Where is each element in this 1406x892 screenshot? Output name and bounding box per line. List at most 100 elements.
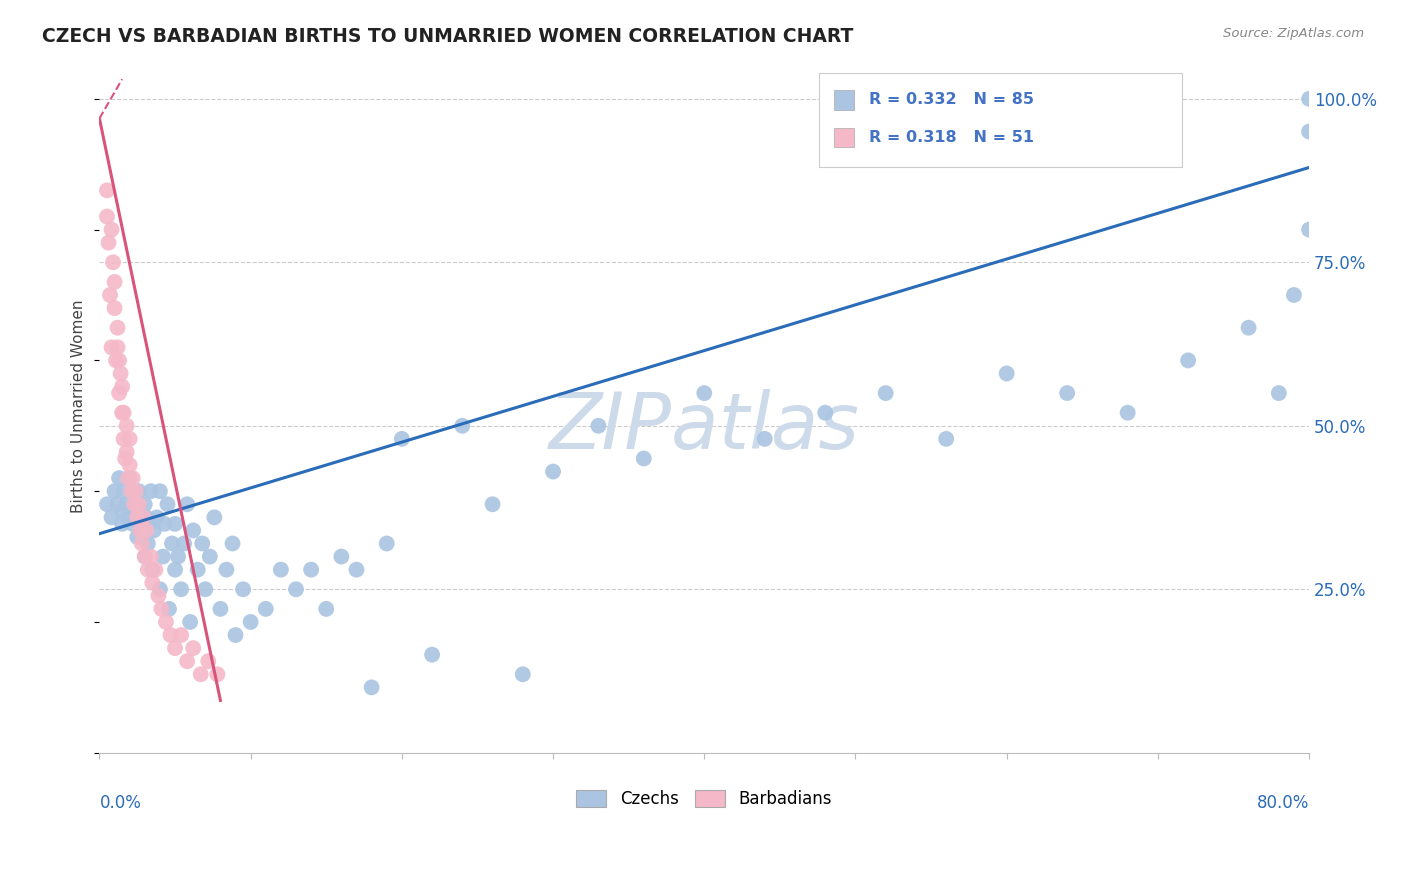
Point (194, 582, 217, 597)
Point (225, 628, 247, 642)
Point (149, 484, 172, 499)
Point (103, 301, 125, 315)
Point (134, 549, 156, 564)
Text: R = 0.318   N = 51: R = 0.318 N = 51 (869, 129, 1033, 145)
Point (875, 386, 897, 401)
Point (202, 510, 225, 524)
Point (1237, 320, 1260, 334)
Point (221, 536, 243, 550)
Point (108, 386, 131, 401)
Point (1116, 406, 1139, 420)
Point (111, 516, 134, 531)
Point (100, 510, 122, 524)
Point (127, 497, 149, 511)
Point (209, 602, 232, 616)
Point (239, 615, 262, 629)
Point (121, 516, 143, 531)
Point (181, 641, 204, 656)
Point (134, 497, 156, 511)
Point (128, 484, 150, 499)
Point (122, 497, 145, 511)
Point (112, 484, 135, 499)
Point (117, 510, 139, 524)
Point (141, 575, 163, 590)
FancyBboxPatch shape (820, 73, 1182, 167)
Point (122, 504, 145, 518)
Point (167, 549, 190, 564)
Point (142, 524, 165, 538)
Point (1298, 124, 1320, 138)
Point (152, 549, 174, 564)
Point (153, 516, 176, 531)
Point (100, 340, 122, 354)
Point (96, 183, 118, 197)
Point (118, 432, 141, 446)
Point (97, 235, 120, 250)
Point (118, 458, 141, 472)
Point (112, 432, 135, 446)
Point (346, 563, 368, 577)
Point (693, 386, 716, 401)
Point (299, 563, 322, 577)
Point (270, 563, 292, 577)
Point (315, 602, 337, 616)
Point (132, 510, 155, 524)
Point (115, 418, 138, 433)
Point (163, 563, 186, 577)
Point (121, 471, 143, 485)
Point (215, 563, 238, 577)
Point (160, 536, 183, 550)
Point (120, 484, 142, 499)
Point (134, 549, 156, 564)
Point (481, 497, 503, 511)
Point (187, 563, 209, 577)
Point (163, 516, 186, 531)
Point (108, 471, 131, 485)
Point (207, 667, 229, 681)
Point (127, 510, 149, 524)
Point (1298, 92, 1320, 106)
Point (633, 451, 655, 466)
Point (150, 602, 173, 616)
Point (111, 406, 134, 420)
Point (176, 497, 198, 511)
Point (149, 582, 172, 597)
Point (155, 615, 177, 629)
Point (1177, 353, 1199, 368)
Point (131, 536, 153, 550)
Point (115, 445, 138, 459)
Point (173, 536, 195, 550)
Text: 0.0%: 0.0% (100, 795, 142, 813)
Point (181, 524, 204, 538)
Point (754, 432, 776, 446)
Point (135, 510, 157, 524)
Point (588, 418, 610, 433)
Point (110, 367, 132, 381)
Point (107, 340, 129, 354)
Point (105, 353, 128, 368)
Point (101, 255, 124, 269)
Point (136, 563, 159, 577)
Point (1282, 288, 1305, 302)
Y-axis label: Births to Unmarried Women: Births to Unmarried Women (72, 300, 86, 513)
Point (163, 641, 186, 656)
Point (285, 582, 308, 597)
FancyBboxPatch shape (834, 128, 853, 147)
Point (125, 484, 148, 499)
Point (115, 497, 138, 511)
Point (190, 667, 212, 681)
Point (451, 418, 474, 433)
Point (420, 648, 443, 662)
Point (176, 654, 198, 668)
Point (100, 222, 122, 236)
Point (107, 320, 129, 334)
Point (117, 471, 139, 485)
Point (139, 549, 162, 564)
Point (131, 516, 153, 531)
Point (141, 563, 163, 577)
Point (135, 524, 157, 538)
Point (1056, 386, 1078, 401)
Point (170, 628, 193, 642)
Point (330, 549, 353, 564)
Point (118, 471, 141, 485)
